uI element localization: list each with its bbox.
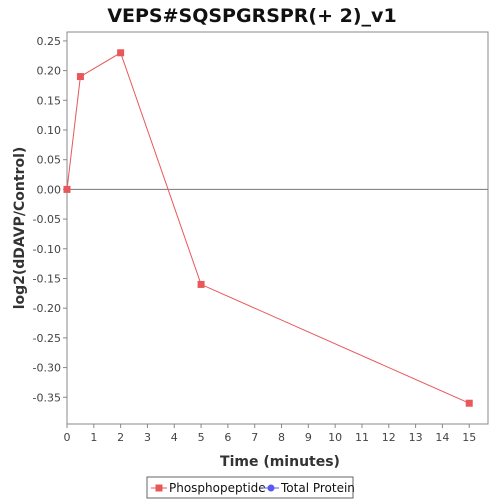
x-axis: 0 1 2 3 4 5 6 7 8 9 10 11 12 13 14 15 [64,424,476,444]
x-tick-label: 8 [278,431,285,444]
x-tick-label: 4 [171,431,178,444]
y-tick-label: -0.25 [33,332,61,345]
plot-area [66,31,489,425]
y-tick-label: 0.10 [37,124,62,137]
y-tick-label: -0.30 [33,362,61,375]
legend: Phosphopeptide Total Protein [146,476,355,499]
legend-label-phosphopeptide: Phosphopeptide [169,481,266,495]
legend-marker-phosphopeptide [155,484,163,492]
y-tick-label: 0.25 [37,35,62,48]
data-point [76,73,84,81]
y-tick-label: 0.00 [37,183,62,196]
data-point [117,49,125,57]
x-tick-label: 15 [462,431,476,444]
y-tick-label: 0.05 [37,154,62,167]
y-tick-label: -0.15 [33,272,61,285]
y-axis-label: log2(dDAVP/Control) [12,147,28,310]
y-tick-label: 0.20 [37,65,62,78]
x-tick-label: 12 [382,431,396,444]
y-axis: 0.25 0.20 0.15 0.10 0.05 0.00 -0.05 -0.10 -0.15 -… [33,35,67,404]
x-tick-label: 9 [305,431,312,444]
chart-title: VEPS#SQSPGRSPR(+ 2)_v1 [107,5,396,27]
x-axis-label: Time (minutes) [220,454,340,470]
x-tick-label: 5 [198,431,205,444]
y-tick-label: -0.20 [33,302,61,315]
y-tick-label: -0.35 [33,391,61,404]
y-tick-label: -0.10 [33,243,61,256]
legend-label-total-protein: Total Protein [280,481,355,495]
x-tick-label: 11 [355,431,369,444]
x-tick-label: 6 [224,431,231,444]
x-tick-label: 3 [144,431,151,444]
series-layer [63,49,473,407]
data-point [465,399,473,407]
x-tick-label: 1 [90,431,97,444]
y-tick-label: 0.15 [37,94,62,107]
x-tick-label: 0 [64,431,71,444]
y-tick-label: -0.05 [33,213,61,226]
x-tick-label: 7 [251,431,258,444]
x-tick-label: 13 [409,431,423,444]
x-tick-label: 14 [435,431,449,444]
legend-box [146,476,354,499]
data-point [197,280,205,288]
legend-marker-total-protein [267,484,275,492]
data-point [63,185,71,193]
x-tick-label: 2 [117,431,124,444]
x-tick-label: 10 [328,431,342,444]
